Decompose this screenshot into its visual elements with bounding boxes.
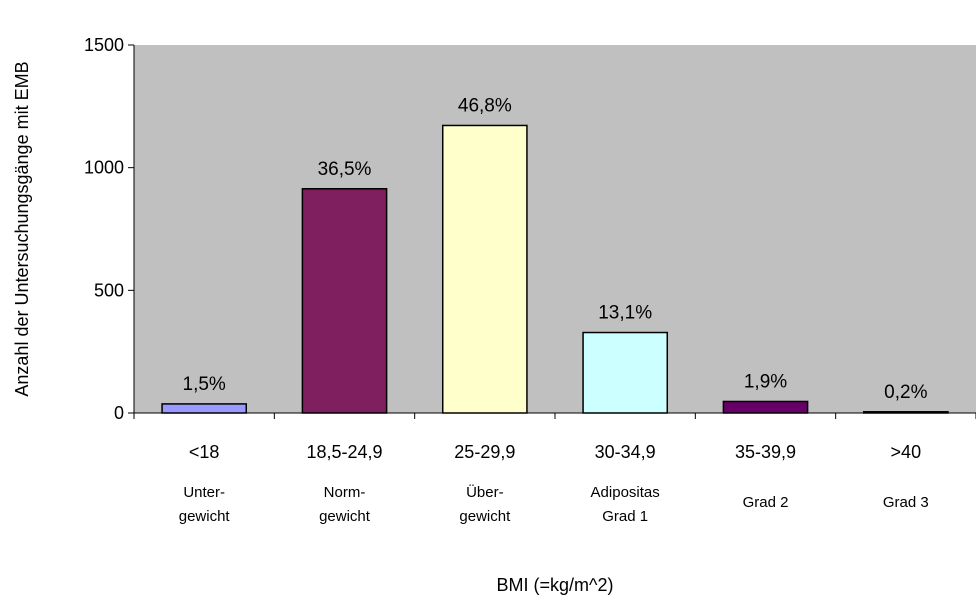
category-sublabel-0-0: Unter- <box>183 484 225 501</box>
category-sublabel-3-0: Adipositas <box>591 484 660 501</box>
data-labels-group: 1,5% 36,5% 46,8% 13,1% 1,9% 0,2% <box>183 95 928 402</box>
y-tick-label: 500 <box>94 280 124 300</box>
y-tick-label: 0 <box>114 403 124 423</box>
y-axis-title: Anzahl der Untersuchungsgänge mit EMB <box>12 61 32 396</box>
data-label-1: 36,5% <box>318 159 372 180</box>
category-label-3: 30-34,9 <box>595 442 656 462</box>
data-label-2: 46,8% <box>458 95 512 116</box>
category-sublabel-3-1: Grad 1 <box>602 508 648 525</box>
bar-0 <box>161 403 248 414</box>
x-ticks-group <box>133 413 976 419</box>
category-label-4: 35-39,9 <box>735 442 796 462</box>
category-sublabel-0-1: gewicht <box>179 508 231 525</box>
category-label-2: 25-29,9 <box>454 442 515 462</box>
y-tick-label: 1500 <box>84 35 124 55</box>
data-label-4: 1,9% <box>744 371 787 392</box>
data-label-3: 13,1% <box>598 303 652 324</box>
category-sublabel-4-0: Grad 2 <box>743 494 789 511</box>
y-tick-label: 1000 <box>84 158 124 178</box>
data-label-5: 0,2% <box>884 382 927 403</box>
data-label-0: 1,5% <box>183 374 226 395</box>
bars-group <box>161 124 949 414</box>
category-sublabel-5-0: Grad 3 <box>883 494 929 511</box>
x-axis-title: BMI (=kg/m^2) <box>497 575 614 595</box>
category-sublabel-1-0: Norm- <box>324 484 366 501</box>
bar-3 <box>582 331 669 414</box>
y-ticks-group: 0 500 1000 1500 <box>84 35 134 423</box>
category-labels-group: <18 Unter-gewicht 18,5-24,9 Norm-gewicht 25-… <box>179 442 929 525</box>
category-sublabel-1-1: gewicht <box>319 508 371 525</box>
category-sublabel-2-0: Über- <box>466 483 504 501</box>
category-label-1: 18,5-24,9 <box>306 442 382 462</box>
bar-2 <box>441 124 528 414</box>
category-label-5: >40 <box>891 442 922 462</box>
plot-area <box>134 45 976 413</box>
category-label-0: <18 <box>189 442 220 462</box>
bar-4 <box>722 400 809 414</box>
category-sublabel-2-1: gewicht <box>459 508 511 525</box>
bar-1 <box>301 188 388 414</box>
